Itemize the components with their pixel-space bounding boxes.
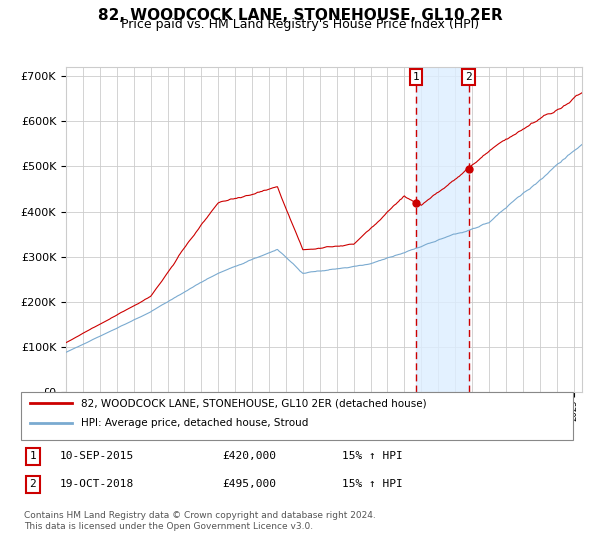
Text: Contains HM Land Registry data © Crown copyright and database right 2024.: Contains HM Land Registry data © Crown c… [24,511,376,520]
Text: 15% ↑ HPI: 15% ↑ HPI [342,479,403,489]
Text: 19-OCT-2018: 19-OCT-2018 [60,479,134,489]
Text: This data is licensed under the Open Government Licence v3.0.: This data is licensed under the Open Gov… [24,522,313,531]
Text: 1: 1 [413,72,419,82]
Bar [416,67,469,392]
Text: 2: 2 [29,479,37,489]
Text: £495,000: £495,000 [222,479,276,489]
Text: 1: 1 [29,451,37,461]
Text: 82, WOODCOCK LANE, STONEHOUSE, GL10 2ER (detached house): 82, WOODCOCK LANE, STONEHOUSE, GL10 2ER … [81,398,427,408]
Text: 15% ↑ HPI: 15% ↑ HPI [342,451,403,461]
Text: £420,000: £420,000 [222,451,276,461]
Text: 2: 2 [465,72,472,82]
Text: Price paid vs. HM Land Registry's House Price Index (HPI): Price paid vs. HM Land Registry's House … [121,18,479,31]
Text: 82, WOODCOCK LANE, STONEHOUSE, GL10 2ER: 82, WOODCOCK LANE, STONEHOUSE, GL10 2ER [98,8,502,24]
Text: HPI: Average price, detached house, Stroud: HPI: Average price, detached house, Stro… [81,418,308,428]
Text: 10-SEP-2015: 10-SEP-2015 [60,451,134,461]
